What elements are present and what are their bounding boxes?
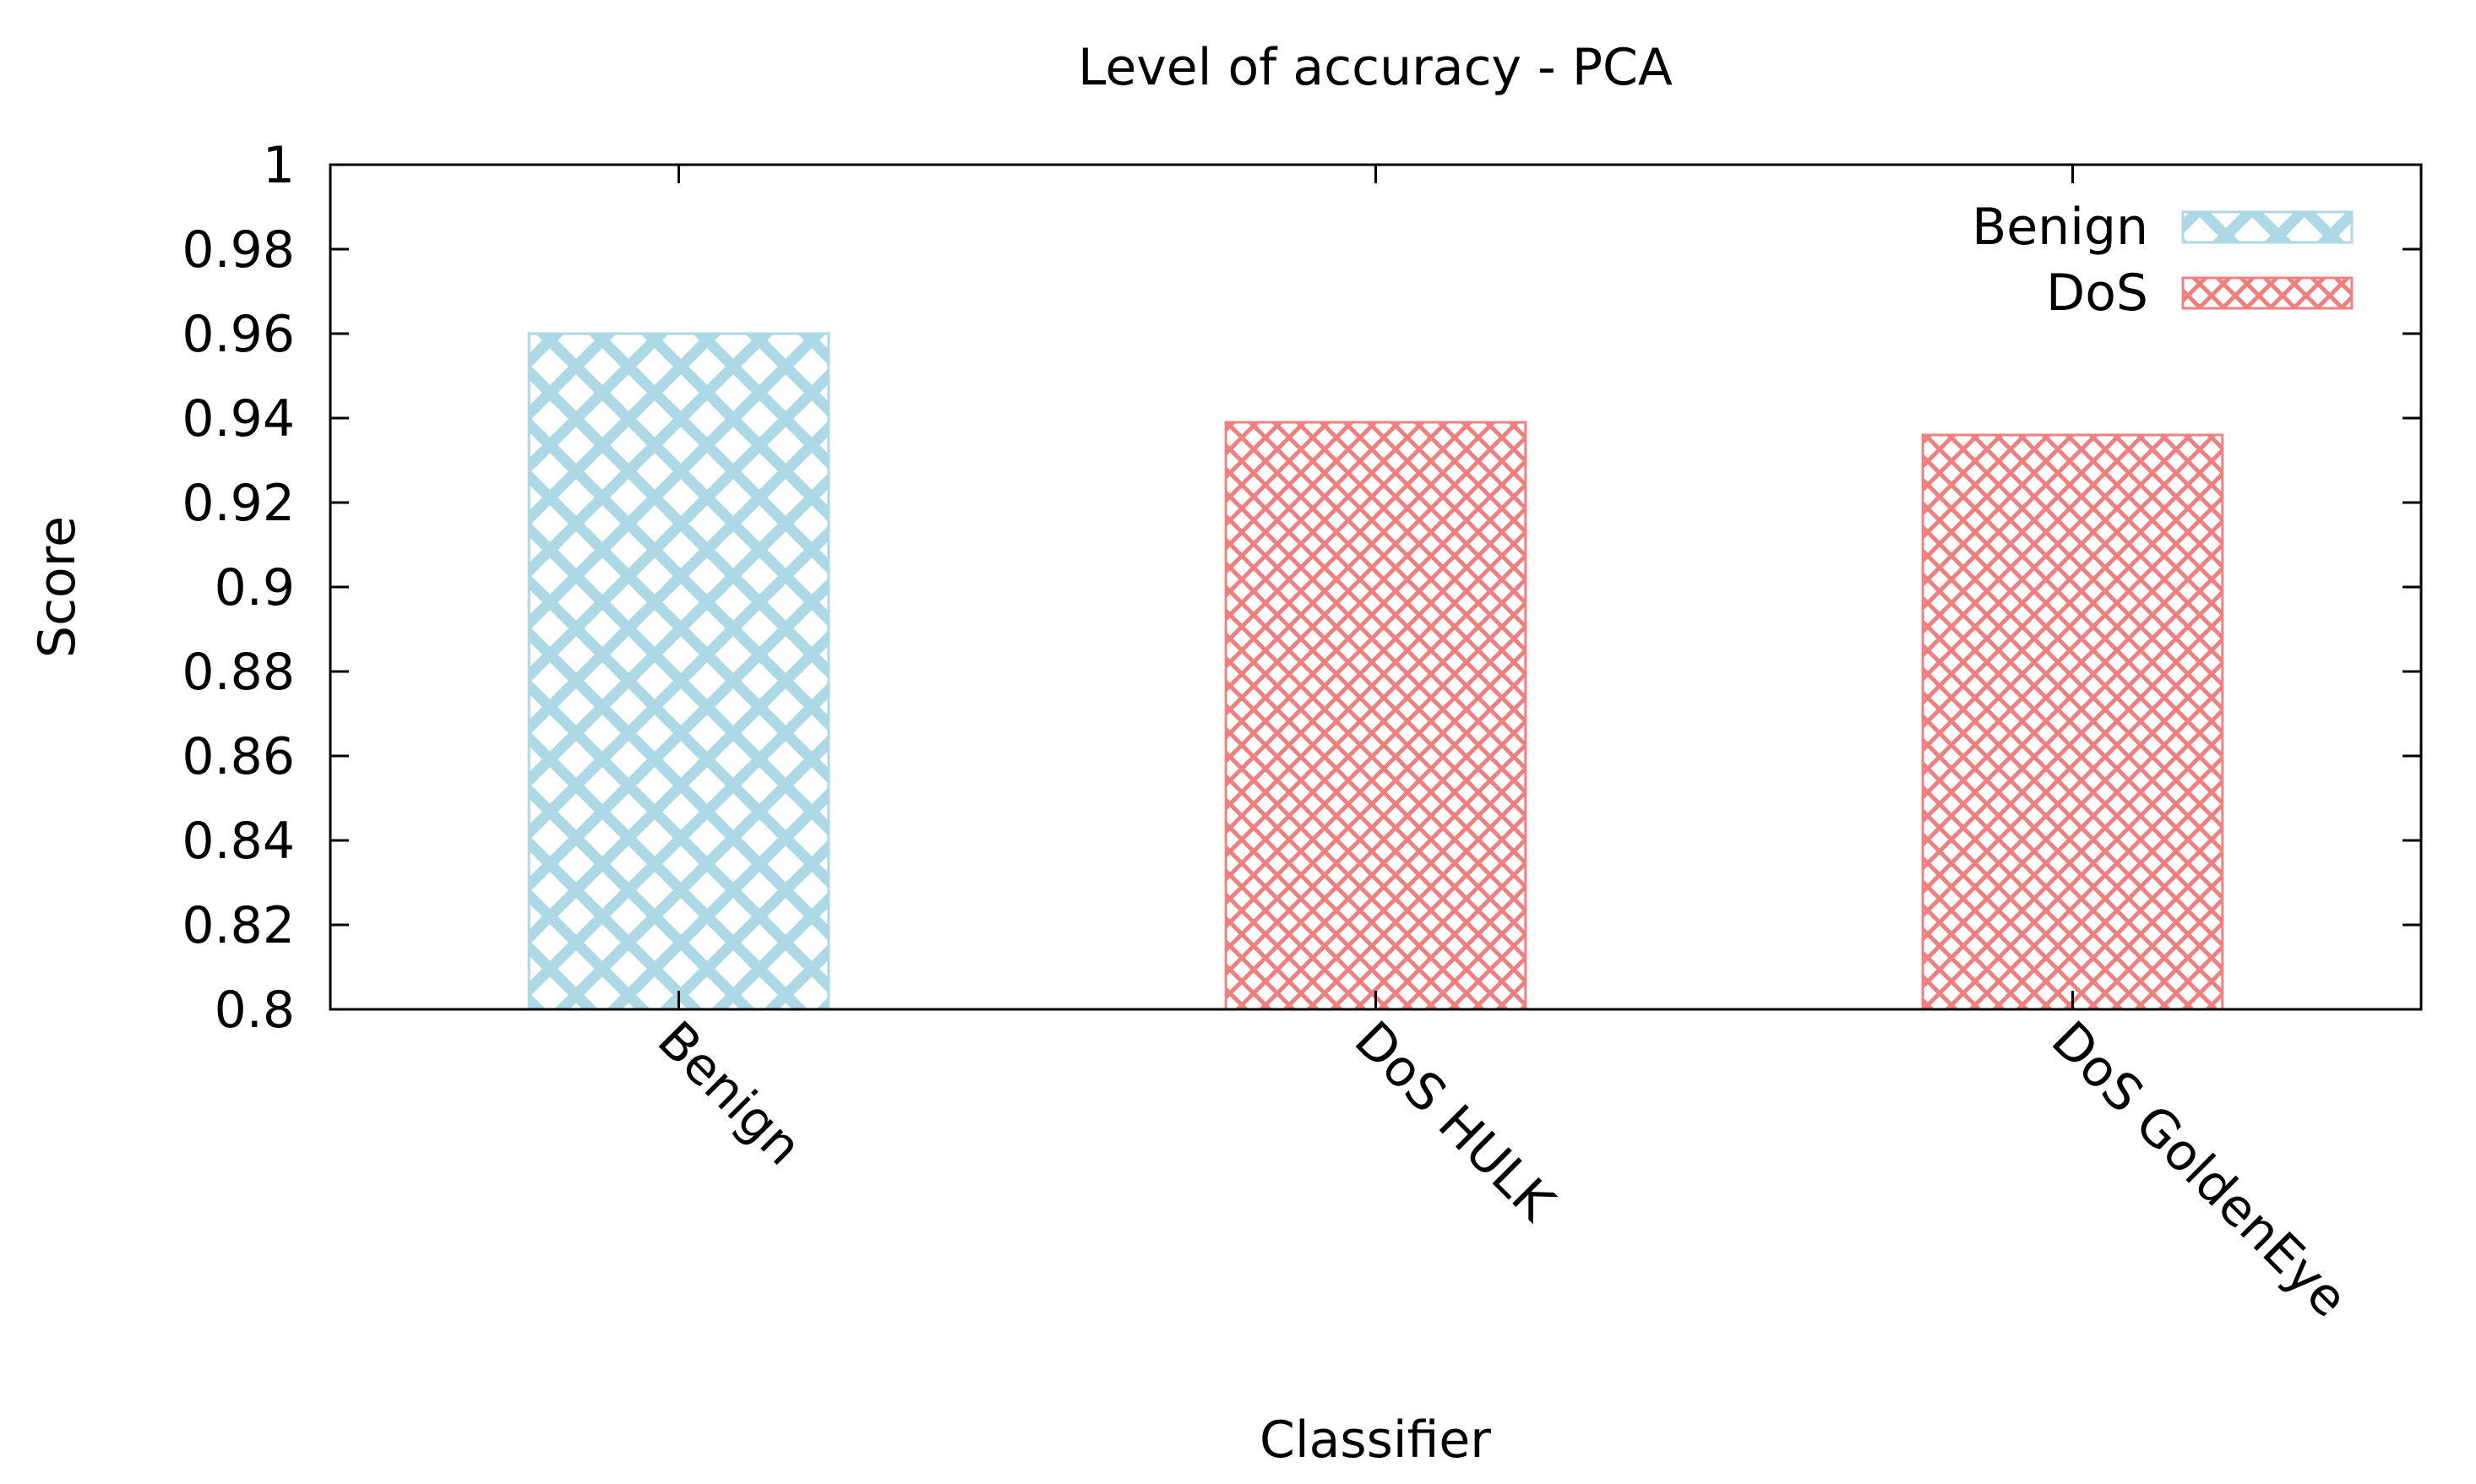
y-tick-label: 0.92 [182,474,295,533]
y-tick-label: 0.82 [182,896,295,955]
x-tick-label: DoS HULK [1343,1010,1566,1233]
y-tick-label: 0.88 [182,643,295,702]
y-tick-label: 0.8 [215,981,295,1040]
y-tick-label: 0.98 [182,220,295,280]
y-tick-label: 0.86 [182,727,295,786]
y-tick-label: 0.84 [182,812,295,871]
bar-benign [527,332,830,1011]
y-tick-label: 1 [263,136,295,195]
legend: Benign DoS [1972,198,2354,323]
legend-swatch-dos [2181,276,2354,310]
x-tick-label: DoS GoldenEye [2040,1010,2359,1329]
bars [527,332,2224,1011]
bar-dos-goldeneye [1921,433,2224,1011]
legend-swatch-benign [2181,210,2354,244]
y-tick-label: 0.9 [215,558,295,617]
chart-title: Level of accuracy - PCA [1078,38,1673,97]
legend-label-benign: Benign [1972,198,2148,257]
y-axis-label: Score [28,516,87,658]
bar-dos-hulk [1224,421,1527,1011]
legend-label-dos: DoS [2046,264,2148,323]
y-tick-label: 0.96 [182,305,295,364]
y-tick-label: 0.94 [182,389,295,448]
x-tick-label: Benign [646,1010,813,1177]
x-axis-label: Classifier [1260,1411,1491,1470]
